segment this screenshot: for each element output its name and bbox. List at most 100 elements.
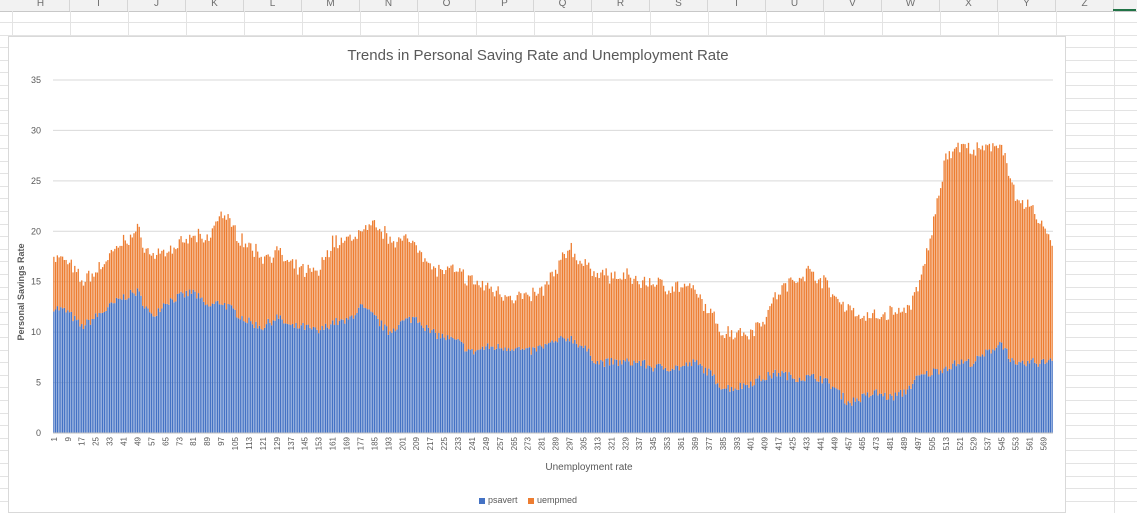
column-header-s[interactable]: S bbox=[650, 0, 708, 11]
bar-psavert bbox=[379, 326, 381, 433]
bar-psavert bbox=[419, 322, 421, 433]
bar-uempmed bbox=[619, 278, 621, 361]
bar-psavert bbox=[1044, 363, 1046, 433]
bar-uempmed bbox=[81, 280, 83, 325]
bar-psavert bbox=[699, 363, 701, 433]
bar-uempmed bbox=[281, 254, 283, 320]
column-header-u[interactable]: U bbox=[766, 0, 824, 11]
column-header-v[interactable]: V bbox=[824, 0, 882, 11]
x-tick-label: 369 bbox=[691, 436, 700, 450]
bar-uempmed bbox=[488, 288, 491, 349]
bar-psavert bbox=[926, 370, 928, 433]
bar-uempmed bbox=[53, 256, 55, 312]
column-header-z[interactable]: Z bbox=[1056, 0, 1114, 11]
bar-uempmed bbox=[746, 336, 748, 385]
bar-uempmed bbox=[58, 257, 60, 311]
bar-uempmed bbox=[344, 240, 346, 324]
bar-uempmed bbox=[1006, 163, 1008, 349]
bar-uempmed bbox=[577, 264, 579, 348]
column-header-q[interactable]: Q bbox=[534, 0, 592, 11]
bar-uempmed bbox=[110, 249, 113, 303]
bar-uempmed bbox=[1028, 206, 1031, 364]
bar-uempmed bbox=[659, 278, 661, 364]
bar-psavert bbox=[666, 370, 668, 433]
chart-title[interactable]: Trends in Personal Saving Rate and Unemp… bbox=[347, 47, 729, 64]
bar-psavert bbox=[462, 343, 464, 433]
bar-uempmed bbox=[608, 283, 611, 366]
bar-uempmed bbox=[1047, 234, 1050, 361]
bar-uempmed bbox=[537, 293, 539, 347]
bar-uempmed bbox=[528, 296, 531, 348]
column-header-k[interactable]: K bbox=[186, 0, 244, 11]
bar-psavert bbox=[342, 319, 344, 433]
bar-psavert bbox=[474, 351, 477, 433]
bar-uempmed bbox=[558, 260, 560, 338]
bar-uempmed bbox=[149, 254, 151, 313]
bar-psavert bbox=[1011, 358, 1013, 433]
bar-psavert bbox=[187, 296, 189, 433]
column-header-h[interactable]: H bbox=[12, 0, 70, 11]
bar-uempmed bbox=[274, 250, 276, 321]
bar-uempmed bbox=[678, 291, 680, 371]
bar-psavert bbox=[558, 337, 560, 433]
bar-psavert bbox=[340, 319, 342, 433]
bar-uempmed bbox=[990, 151, 992, 354]
bar-psavert bbox=[239, 319, 241, 433]
chart-legend[interactable]: psavert uempmed bbox=[479, 495, 585, 505]
x-tick-label: 73 bbox=[175, 436, 184, 445]
bar-uempmed bbox=[992, 143, 994, 350]
bar-psavert bbox=[86, 319, 88, 433]
bar-uempmed bbox=[253, 256, 255, 328]
chart-area[interactable]: 0 5 10 15 20 25 30 35 1 9 17 25 33 41 49 57 65 73 81 89 97 10… bbox=[8, 36, 1066, 513]
x-tick-label: 49 bbox=[133, 436, 142, 445]
bar-psavert bbox=[710, 370, 712, 433]
column-header-i[interactable]: I bbox=[70, 0, 128, 11]
x-axis-title[interactable]: Unemployment rate bbox=[545, 462, 633, 473]
column-header-w[interactable]: W bbox=[882, 0, 940, 11]
x-tick-label: 377 bbox=[705, 436, 714, 450]
x-tick-label: 169 bbox=[343, 436, 352, 450]
x-tick-label: 561 bbox=[1025, 436, 1034, 450]
column-header-m[interactable]: M bbox=[302, 0, 360, 11]
column-header-l[interactable]: L bbox=[244, 0, 302, 11]
bar-psavert bbox=[643, 359, 646, 433]
column-header-o[interactable]: O bbox=[418, 0, 476, 11]
bar-psavert bbox=[581, 345, 583, 433]
bar-uempmed bbox=[446, 266, 449, 336]
y-axis-title[interactable]: Personal Savings Rate bbox=[16, 243, 26, 341]
bar-psavert bbox=[664, 367, 667, 433]
bar-uempmed bbox=[284, 260, 287, 324]
bar-psavert bbox=[898, 392, 900, 433]
bar-uempmed bbox=[291, 259, 294, 324]
bar-psavert bbox=[680, 367, 682, 433]
bar-psavert bbox=[589, 355, 592, 433]
column-header-n[interactable]: N bbox=[360, 0, 418, 11]
bar-uempmed bbox=[736, 332, 738, 390]
bar-uempmed bbox=[779, 294, 782, 377]
bar-psavert bbox=[953, 360, 956, 433]
bar-psavert bbox=[988, 349, 991, 433]
column-header-j[interactable]: J bbox=[128, 0, 186, 11]
bar-uempmed bbox=[246, 247, 248, 324]
column-header-p[interactable]: P bbox=[476, 0, 534, 11]
bar-uempmed bbox=[716, 323, 719, 384]
column-header-r[interactable]: R bbox=[592, 0, 650, 11]
bar-uempmed bbox=[777, 294, 780, 373]
bar-psavert bbox=[633, 360, 635, 433]
column-header-t[interactable]: T bbox=[708, 0, 766, 11]
bar-psavert bbox=[973, 363, 975, 433]
bar-psavert bbox=[443, 337, 445, 433]
bar-uempmed bbox=[919, 280, 921, 376]
column-header-y[interactable]: Y bbox=[998, 0, 1056, 11]
bar-psavert bbox=[833, 387, 836, 433]
bar-uempmed bbox=[234, 225, 236, 310]
bar-psavert bbox=[525, 348, 527, 433]
bar-uempmed bbox=[237, 242, 240, 319]
bar-psavert bbox=[894, 392, 896, 433]
bar-uempmed bbox=[687, 285, 689, 367]
bar-psavert bbox=[764, 380, 766, 433]
x-tick-label: 129 bbox=[273, 436, 282, 450]
column-header-x[interactable]: X bbox=[940, 0, 998, 11]
bar-psavert bbox=[366, 309, 369, 433]
